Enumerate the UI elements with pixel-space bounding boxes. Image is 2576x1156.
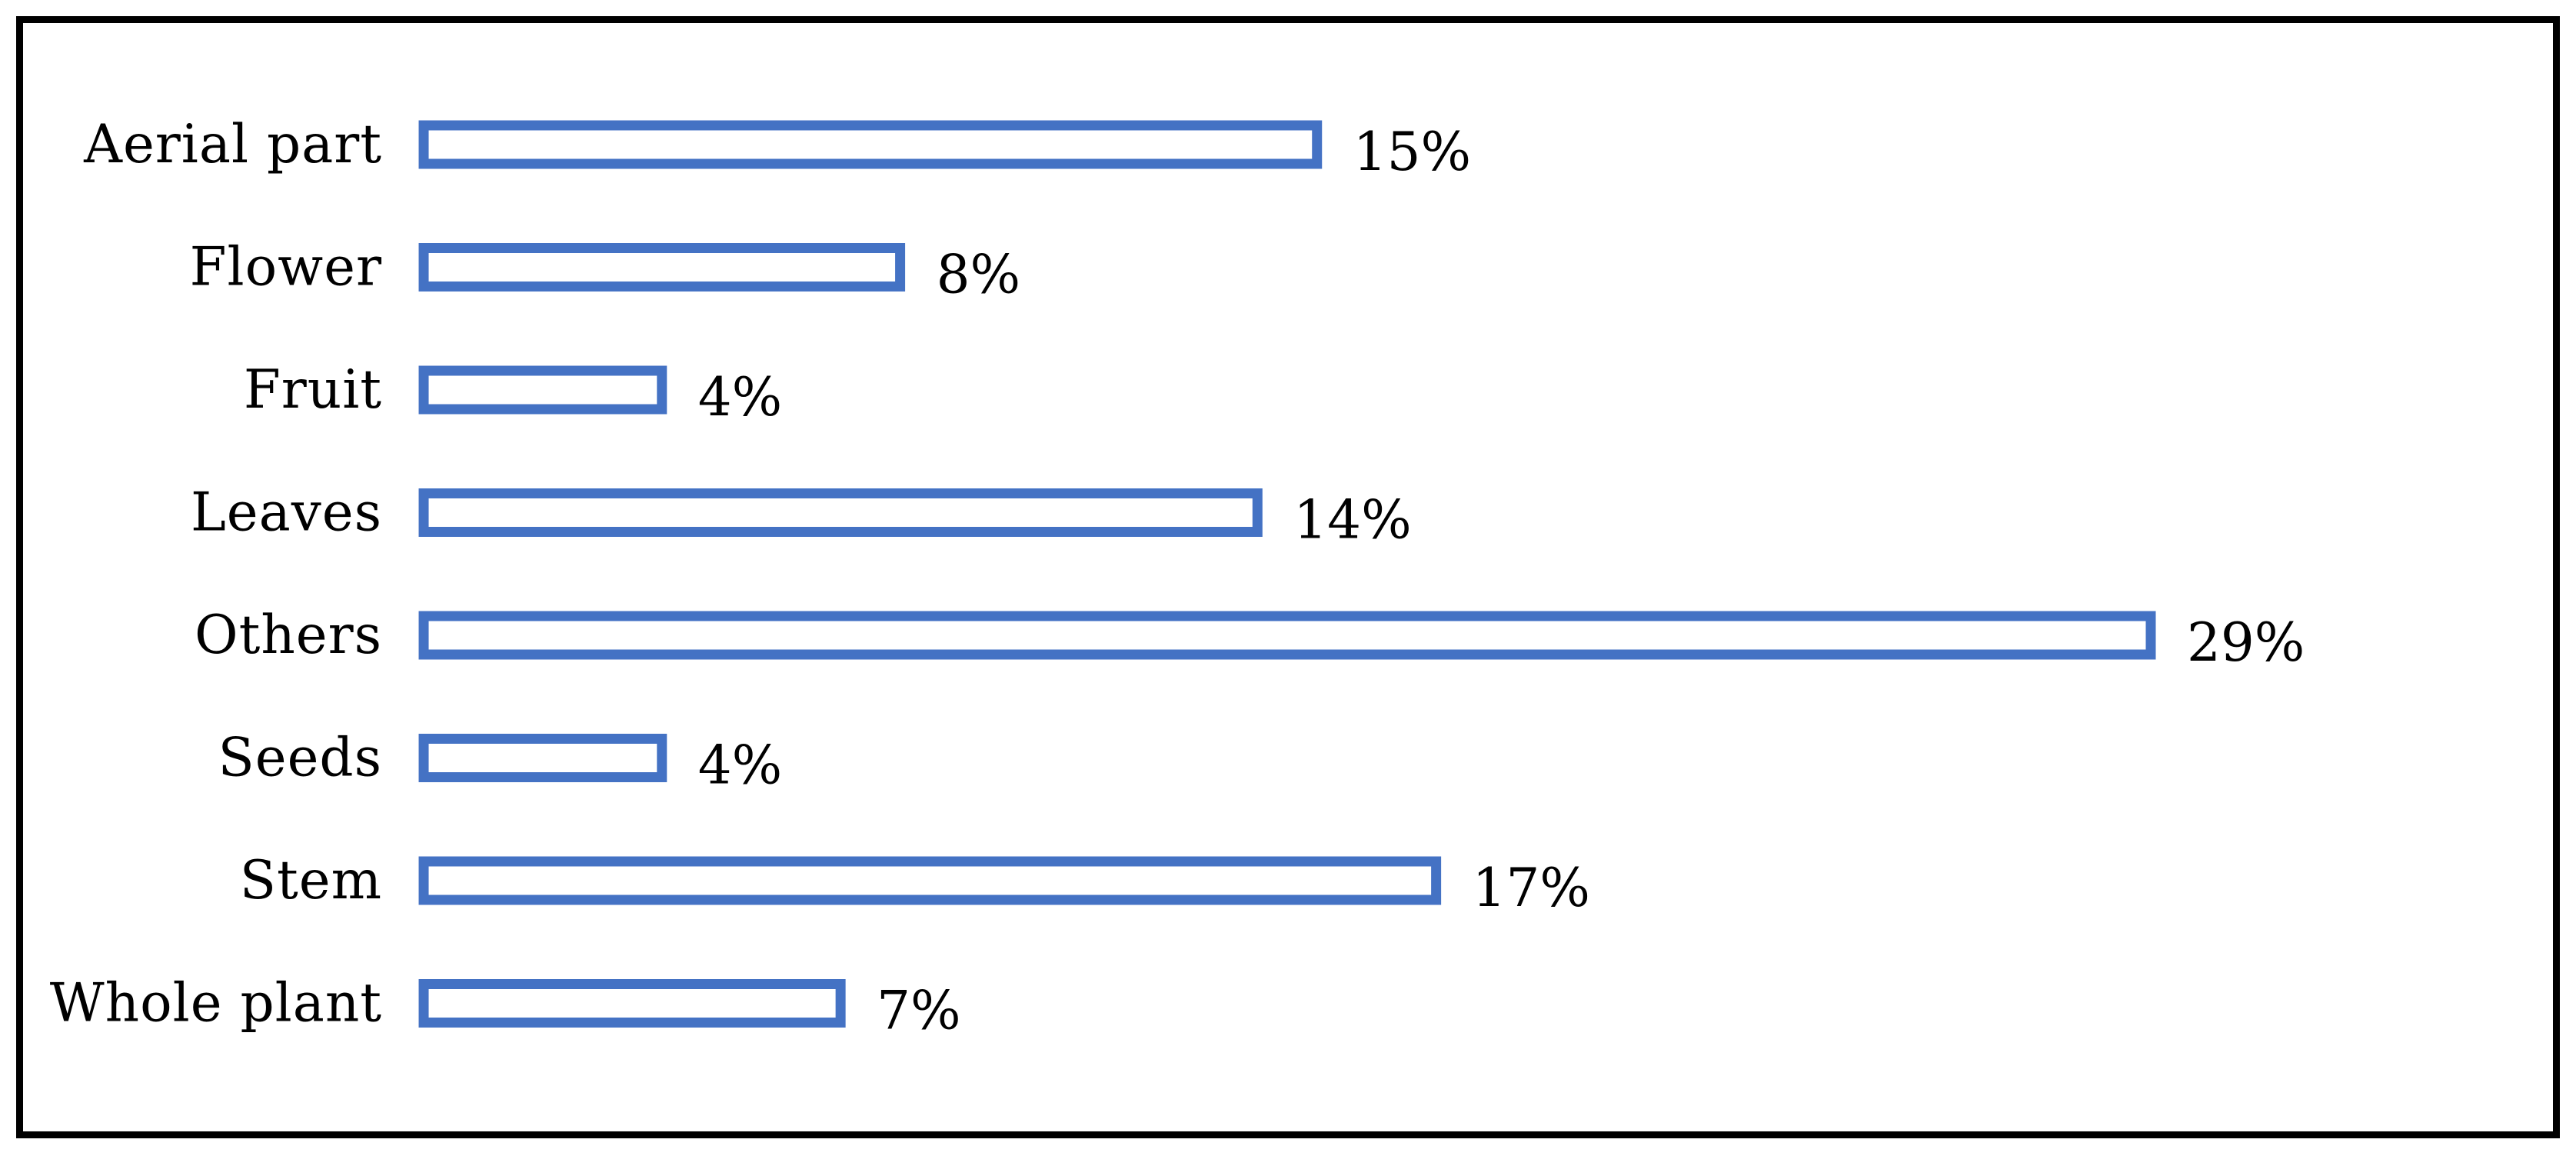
bar-seeds	[418, 734, 667, 782]
category-label-aerial-part: Aerial part	[83, 114, 382, 175]
category-label-whole-plant: Whole plant	[50, 973, 382, 1034]
bar-whole-plant	[418, 979, 846, 1028]
value-label-fruit: 4%	[698, 367, 782, 428]
value-label-stem: 17%	[1473, 858, 1590, 919]
bar-stem	[418, 856, 1442, 905]
bar-leaves	[418, 488, 1263, 537]
chart-frame	[16, 16, 2560, 1138]
category-label-fruit: Fruit	[244, 359, 382, 421]
value-labels: 15% 8% 4% 14% 29% 4% 17% 7%	[698, 122, 2305, 1042]
bar-others	[418, 611, 2156, 660]
value-label-seeds: 4%	[698, 735, 782, 797]
category-labels: Aerial part Flower Fruit Leaves Others Seeds S…	[50, 114, 382, 1034]
value-label-others: 29%	[2187, 612, 2305, 674]
bar-aerial-part	[418, 120, 1323, 169]
bars	[418, 120, 2156, 1028]
bar-fruit	[418, 365, 667, 415]
value-label-leaves: 14%	[1293, 490, 1411, 551]
value-label-aerial-part: 15%	[1353, 122, 1471, 183]
value-label-whole-plant: 7%	[877, 981, 960, 1042]
category-label-flower: Flower	[190, 237, 382, 298]
category-label-others: Others	[195, 605, 382, 666]
value-label-flower: 8%	[937, 245, 1020, 306]
category-label-leaves: Leaves	[191, 482, 382, 544]
bar-flower	[418, 243, 906, 291]
category-label-stem: Stem	[240, 850, 382, 911]
category-label-seeds: Seeds	[218, 728, 382, 789]
